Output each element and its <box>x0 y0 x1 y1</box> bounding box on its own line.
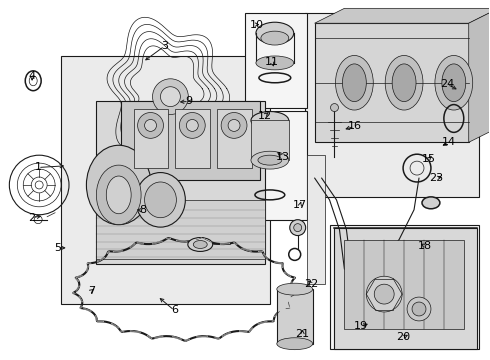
Text: 22: 22 <box>304 279 318 289</box>
Text: 24: 24 <box>440 79 454 89</box>
Text: 16: 16 <box>347 121 362 131</box>
Bar <box>217 109 252 168</box>
Polygon shape <box>335 228 477 349</box>
Text: 18: 18 <box>418 241 432 251</box>
Text: 7: 7 <box>88 286 95 296</box>
Ellipse shape <box>435 55 473 110</box>
Text: 9: 9 <box>185 96 193 107</box>
Ellipse shape <box>392 64 416 102</box>
Text: 3: 3 <box>161 41 168 51</box>
Text: 15: 15 <box>422 154 436 163</box>
Circle shape <box>228 120 240 131</box>
Text: 4: 4 <box>28 71 36 81</box>
Text: 21: 21 <box>295 329 310 339</box>
Circle shape <box>290 220 306 235</box>
Bar <box>305 13 479 197</box>
Ellipse shape <box>261 31 289 45</box>
Text: 17: 17 <box>293 200 307 210</box>
Circle shape <box>331 104 339 112</box>
Ellipse shape <box>442 64 466 102</box>
Circle shape <box>374 284 394 304</box>
Ellipse shape <box>86 145 151 225</box>
Text: 14: 14 <box>441 138 456 148</box>
Bar <box>96 100 265 264</box>
Polygon shape <box>469 8 490 142</box>
Bar <box>251 121 289 160</box>
Bar <box>353 269 453 344</box>
Bar <box>175 109 210 168</box>
Ellipse shape <box>336 55 373 110</box>
Bar <box>134 109 169 168</box>
Ellipse shape <box>277 283 313 295</box>
Circle shape <box>294 224 302 231</box>
Circle shape <box>407 297 431 321</box>
Ellipse shape <box>136 172 185 227</box>
Circle shape <box>186 120 198 131</box>
Bar <box>307 155 324 284</box>
Ellipse shape <box>258 155 282 165</box>
Ellipse shape <box>343 64 367 102</box>
Bar <box>344 239 464 329</box>
Text: 2: 2 <box>28 212 36 222</box>
Ellipse shape <box>277 338 313 350</box>
Ellipse shape <box>188 238 213 251</box>
Text: 8: 8 <box>139 205 146 215</box>
Bar <box>245 111 307 220</box>
Ellipse shape <box>193 240 207 248</box>
Circle shape <box>152 79 188 114</box>
Ellipse shape <box>106 176 131 214</box>
Ellipse shape <box>256 56 294 70</box>
Circle shape <box>138 113 164 138</box>
Ellipse shape <box>256 22 294 44</box>
Circle shape <box>179 113 205 138</box>
Text: 6: 6 <box>171 305 178 315</box>
Text: 20: 20 <box>396 332 411 342</box>
Circle shape <box>221 113 247 138</box>
Text: 19: 19 <box>354 321 368 332</box>
Text: 12: 12 <box>257 111 271 121</box>
Ellipse shape <box>97 165 141 225</box>
Bar <box>61 56 270 304</box>
Text: 11: 11 <box>265 57 279 67</box>
Bar <box>245 13 307 108</box>
Text: 1: 1 <box>34 162 42 172</box>
Circle shape <box>367 276 402 312</box>
Text: 23: 23 <box>429 173 443 183</box>
Bar <box>96 200 265 260</box>
Bar <box>277 289 313 344</box>
Bar <box>329 225 479 349</box>
Bar <box>121 100 260 180</box>
Ellipse shape <box>422 197 440 209</box>
Circle shape <box>145 120 156 131</box>
Text: 5: 5 <box>54 243 61 253</box>
Circle shape <box>161 87 180 107</box>
Polygon shape <box>315 8 490 23</box>
Circle shape <box>412 302 426 316</box>
Ellipse shape <box>145 182 176 218</box>
Text: 13: 13 <box>275 152 290 162</box>
Ellipse shape <box>385 55 423 110</box>
Bar <box>315 23 469 142</box>
Text: 10: 10 <box>250 19 264 30</box>
Ellipse shape <box>251 112 289 129</box>
Ellipse shape <box>251 151 289 169</box>
